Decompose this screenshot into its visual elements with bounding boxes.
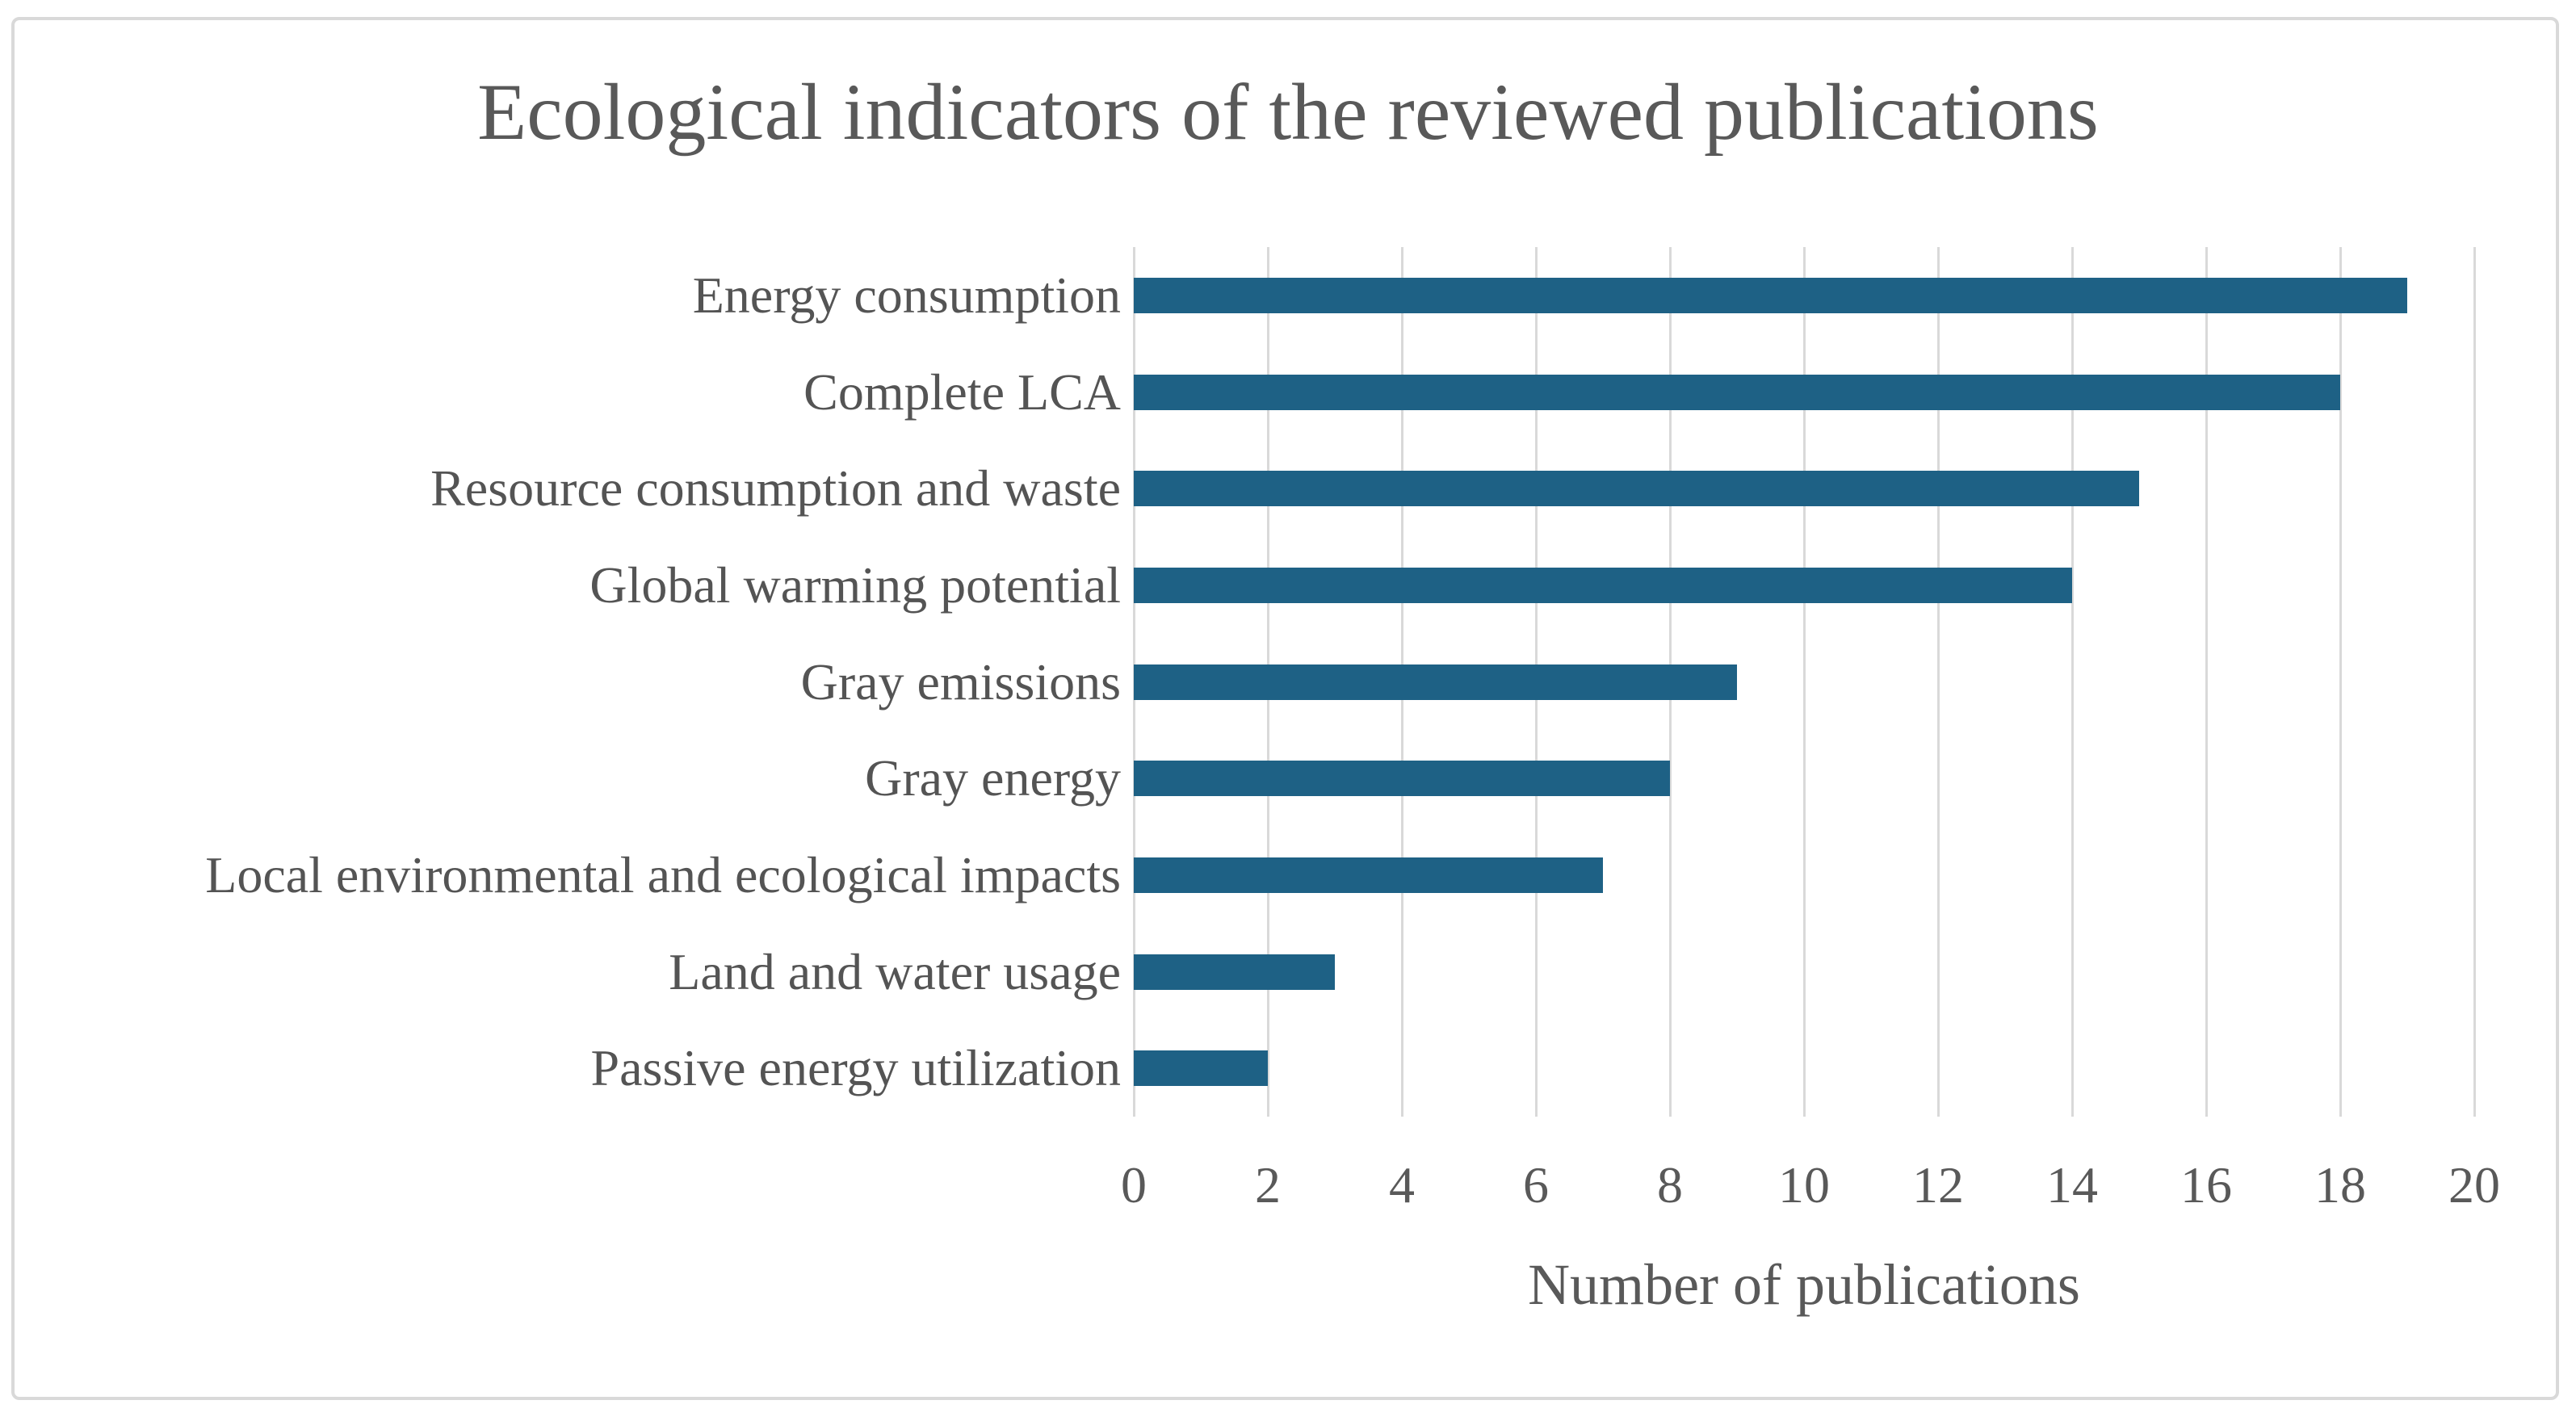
bar-row: [1134, 537, 2474, 634]
gridline-x-14: [2070, 247, 2074, 1117]
gridline-x-10: [1802, 247, 1806, 1117]
chart-title: Ecological indicators of the reviewed pu…: [477, 67, 2099, 157]
category-row: Passive energy utilization: [16, 1020, 1121, 1117]
category-row: Global warming potential: [16, 537, 1121, 634]
x-tick-label: 6: [1523, 1156, 1549, 1214]
category-row: Land and water usage: [16, 924, 1121, 1021]
category-row: Energy consumption: [16, 247, 1121, 344]
x-tick-label: 18: [2314, 1156, 2366, 1214]
x-tick-label: 2: [1255, 1156, 1281, 1214]
bar-5: [1134, 664, 1737, 700]
x-axis-title: Number of publications: [1528, 1252, 2080, 1317]
category-label: Complete LCA: [803, 363, 1121, 421]
x-tick-label: 14: [2046, 1156, 2098, 1214]
x-tick-label: 0: [1121, 1156, 1147, 1214]
x-tick-label: 10: [1778, 1156, 1830, 1214]
category-row: Complete LCA: [16, 344, 1121, 441]
gridline-x-16: [2205, 247, 2208, 1117]
bar-1: [1134, 277, 2407, 313]
bar-row: [1134, 924, 2474, 1021]
bar-series: [1134, 247, 2474, 1117]
bar-row: [1134, 634, 2474, 731]
category-label: Gray energy: [865, 749, 1121, 807]
bar-row: [1134, 440, 2474, 537]
bar-row: [1134, 1020, 2474, 1117]
gridline-x-18: [2339, 247, 2342, 1117]
bar-6: [1134, 761, 1670, 797]
category-row: Resource consumption and waste: [16, 440, 1121, 537]
gridline-x-20: [2473, 247, 2476, 1117]
category-label: Energy consumption: [692, 266, 1121, 324]
x-tick-label: 4: [1389, 1156, 1415, 1214]
bar-3: [1134, 471, 2139, 507]
category-row: Local environmental and ecological impac…: [16, 827, 1121, 924]
bar-row: [1134, 827, 2474, 924]
bar-7: [1134, 857, 1603, 893]
bar-4: [1134, 567, 2072, 603]
gridline-x-12: [1936, 247, 1940, 1117]
category-label: Global warming potential: [589, 555, 1121, 614]
x-tick-label: 12: [1912, 1156, 1964, 1214]
bar-9: [1134, 1050, 1268, 1087]
bar-2: [1134, 374, 2340, 410]
category-label: Passive energy utilization: [590, 1039, 1121, 1097]
category-label: Local environmental and ecological impac…: [205, 845, 1121, 903]
bar-row: [1134, 247, 2474, 344]
category-label: Gray emissions: [800, 652, 1121, 711]
x-tick-label: 16: [2180, 1156, 2232, 1214]
x-tick-label: 8: [1657, 1156, 1683, 1214]
x-tick-label: 20: [2448, 1156, 2500, 1214]
bar-row: [1134, 344, 2474, 441]
category-row: Gray energy: [16, 730, 1121, 827]
category-label: Resource consumption and waste: [430, 459, 1121, 518]
bar-row: [1134, 730, 2474, 827]
category-row: Gray emissions: [16, 634, 1121, 731]
category-axis-labels: Energy consumption Complete LCA Resource c…: [16, 247, 1121, 1117]
bar-8: [1134, 954, 1335, 990]
category-label: Land and water usage: [669, 942, 1121, 1000]
x-axis-tick-labels: 0 2 4 6 8 10 12 14 16 18 20: [1121, 1156, 2500, 1224]
